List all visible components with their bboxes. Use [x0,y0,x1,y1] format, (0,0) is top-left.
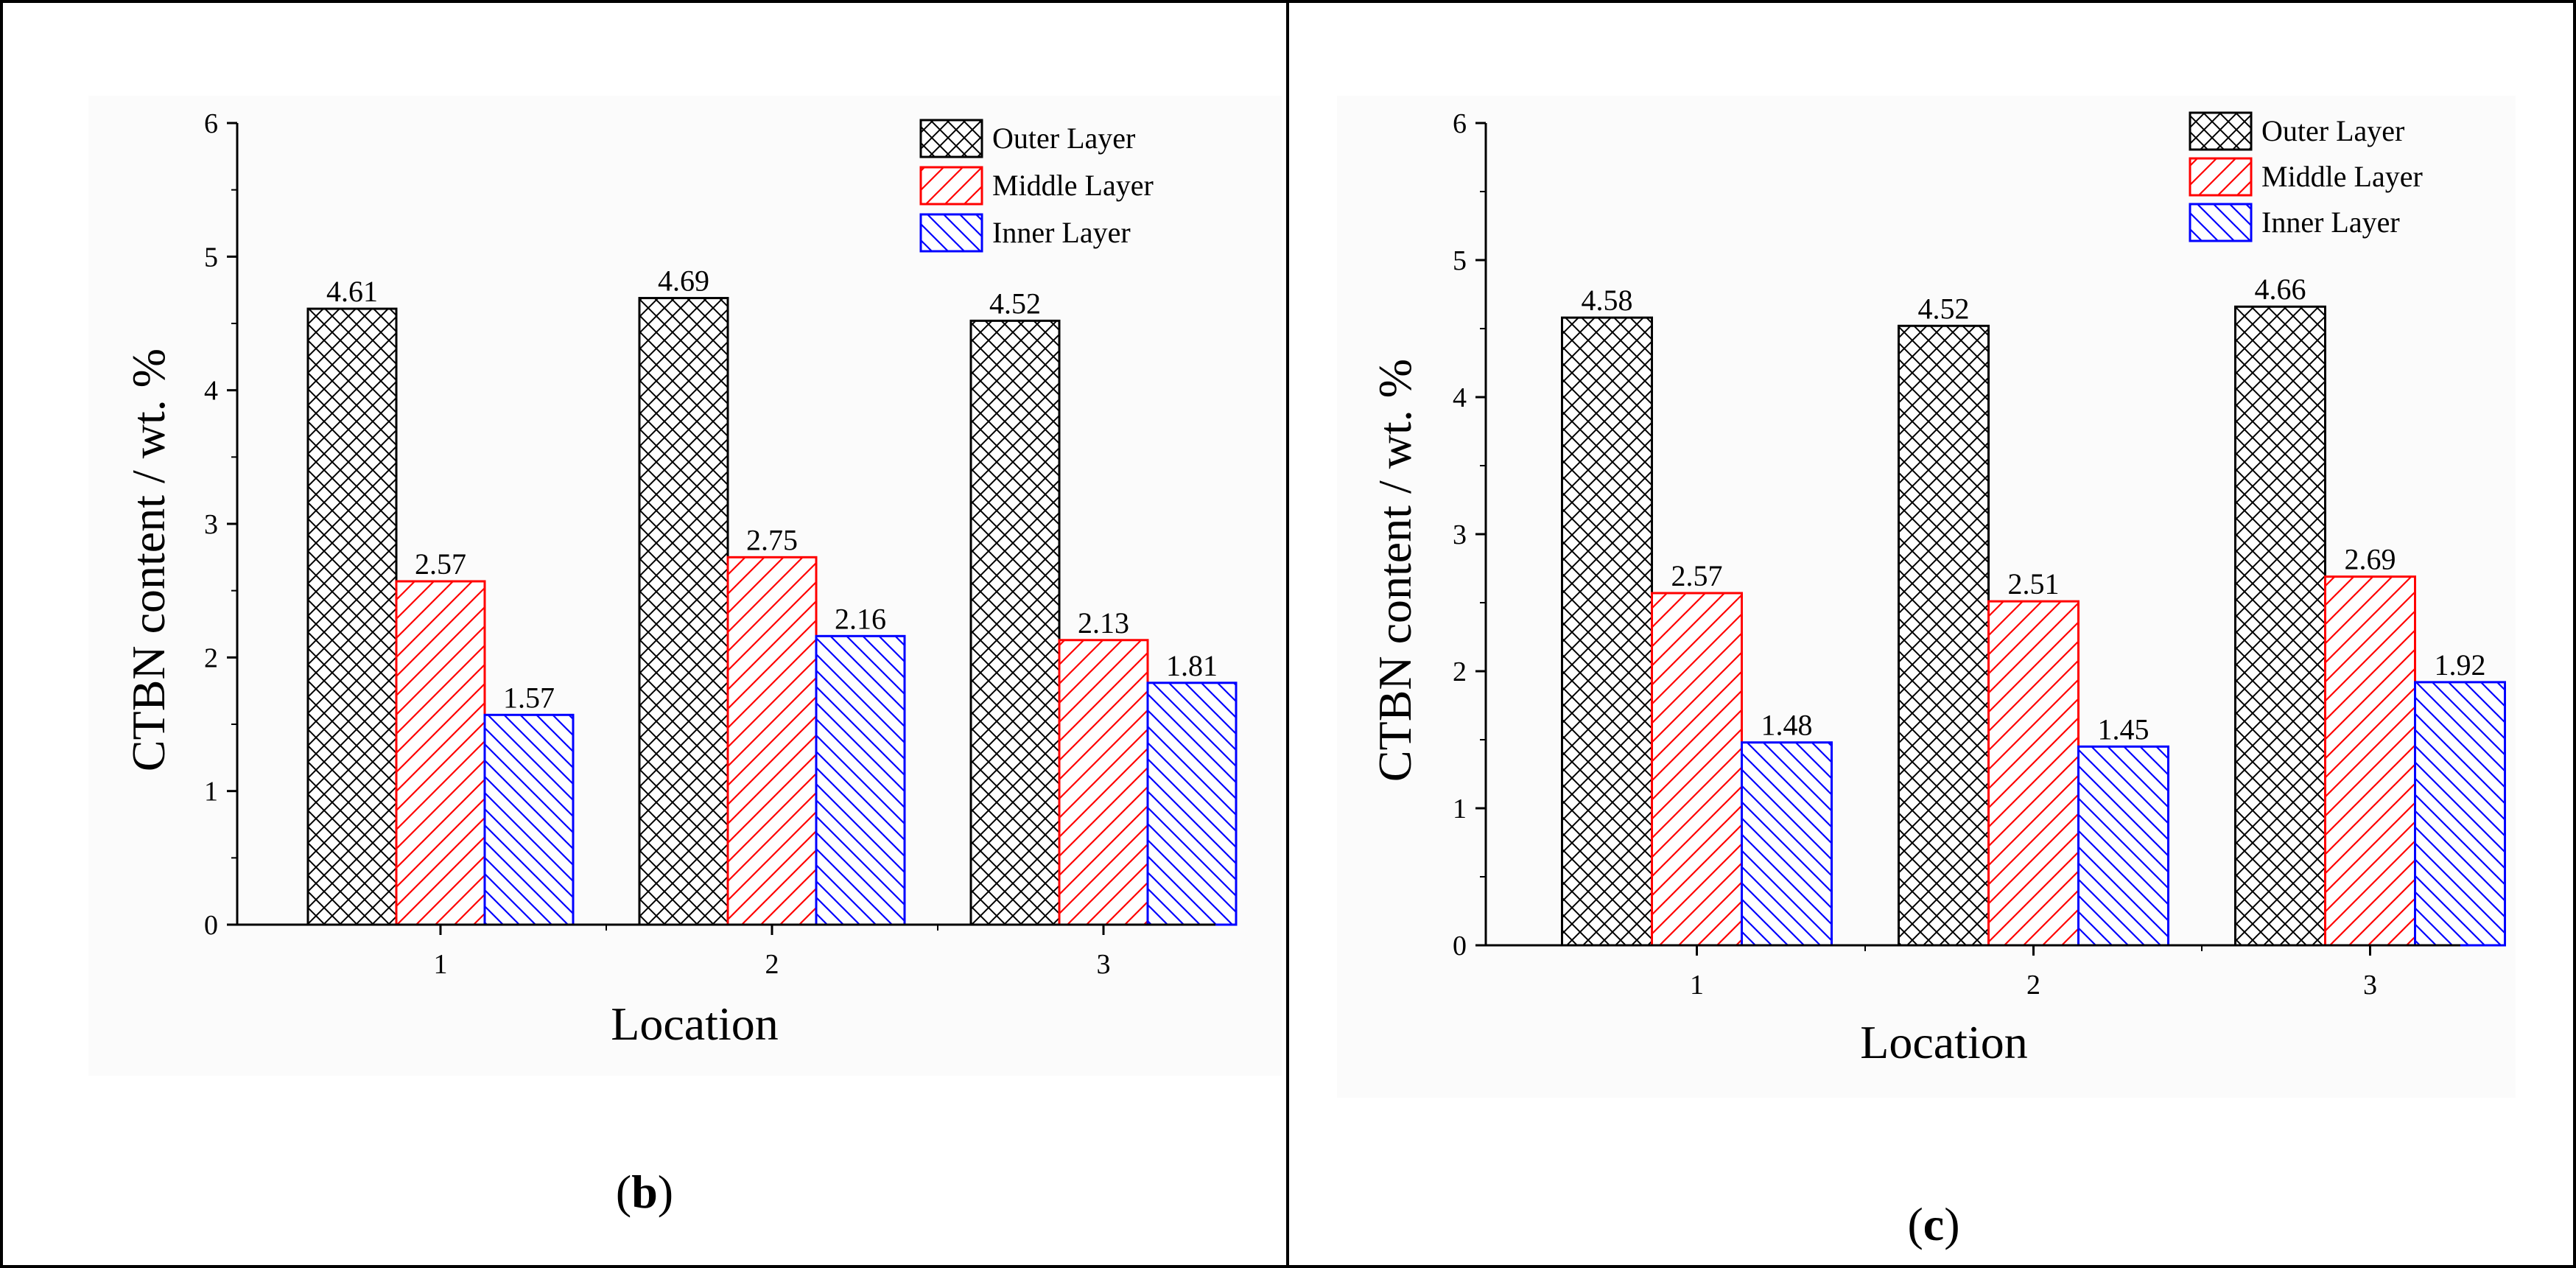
legend-swatch [919,119,983,158]
data-label: 2.75 [746,523,798,556]
legend-swatch [2189,203,2253,242]
legend-label: Middle Layer [992,169,1154,202]
data-label: 1.57 [503,681,555,714]
legend: Outer Layer Middle Layer Inner Layer [2189,111,2423,242]
legend-item-middle: Middle Layer [2189,157,2423,197]
x-tick-label: 1 [434,949,448,980]
data-label: 2.69 [2345,543,2396,576]
legend-item-inner: Inner Layer [919,213,1131,253]
x-tick-label: 3 [2363,970,2377,1001]
data-label: 1.92 [2435,648,2486,682]
legend: Outer Layer Middle Layer Inner Layer [919,119,1154,253]
legend-label: Inner Layer [2261,206,2400,239]
panel-label: (b) [616,1166,673,1218]
y-axis-ticks: 0 1 2 3 4 5 6 [1453,108,1486,961]
bar-inner-loc-1 [483,713,575,926]
data-label: 2.51 [2008,567,2060,600]
y-tick-label: 3 [204,509,218,540]
x-tick-label: 2 [765,949,779,980]
y-tick-label: 0 [204,910,218,941]
bar-middle-loc-2 [726,556,818,926]
legend-item-outer: Outer Layer [919,119,1135,158]
y-tick-label: 2 [1453,656,1467,687]
data-label: 4.69 [658,265,709,298]
bar-outer-loc-3 [2234,305,2326,947]
y-tick-label: 3 [1453,519,1467,550]
y-axis-title: CTBN content / wt. % [1369,359,1421,782]
x-axis-title: Location [1860,1016,2027,1068]
bar-inner-loc-1 [1741,741,1833,947]
y-tick-label: 5 [1453,245,1467,276]
data-labels: 4.58 2.57 1.48 4.52 2.51 1.45 4.66 2.69 1.92 [1582,273,2486,746]
y-tick-label: 2 [204,642,218,673]
chart-panel-b: 0 1 2 3 4 5 6 4.61 2.57 1.57 4.69 2.75 2.16 4.52 2.13… [88,96,1282,1218]
chart-panel-c: 0 1 2 3 4 5 6 4.58 2.57 1.48 4.52 2.51 1.45 4.66 2.69… [1337,96,2516,1250]
legend-swatch [919,213,983,253]
x-axis-ticks: 1 2 3 [1690,945,2377,1001]
x-tick-label: 2 [2026,970,2040,1001]
bar-inner-loc-2 [815,634,906,926]
legend-item-inner: Inner Layer [2189,203,2400,242]
data-label: 1.48 [1761,709,1813,742]
legend-swatch [919,166,983,206]
data-label: 4.52 [989,287,1041,320]
y-tick-label: 0 [1453,931,1467,961]
data-labels: 4.61 2.57 1.57 4.69 2.75 2.16 4.52 2.13 1.81 [326,265,1218,715]
legend-label: Middle Layer [2261,160,2423,193]
legend-label: Inner Layer [992,216,1131,249]
bar-middle-loc-3 [1058,639,1149,926]
bar-outer-loc-1 [306,307,398,926]
x-axis-title: Location [611,998,778,1050]
data-label: 2.16 [835,602,886,635]
bar-middle-loc-1 [395,580,486,926]
x-tick-label: 1 [1690,970,1704,1001]
bar-middle-loc-1 [1651,592,1743,947]
legend-swatch [2189,157,2253,197]
legend-label: Outer Layer [2261,114,2404,147]
bar-outer-loc-3 [969,319,1061,926]
y-tick-label: 5 [204,242,218,273]
data-label: 4.61 [326,275,378,308]
bar-outer-loc-2 [638,297,729,926]
y-tick-label: 6 [204,108,218,139]
legend-swatch [2189,111,2253,151]
legend-item-outer: Outer Layer [2189,111,2404,151]
bar-middle-loc-2 [1987,600,2080,947]
bar-middle-loc-3 [2324,575,2416,947]
y-tick-label: 1 [204,777,218,808]
data-label: 2.13 [1078,606,1129,640]
legend-label: Outer Layer [992,122,1135,155]
y-tick-label: 6 [1453,108,1467,139]
bar-outer-loc-2 [1898,324,1990,947]
data-label: 2.57 [415,547,466,581]
legend-item-middle: Middle Layer [919,166,1154,206]
data-label: 2.57 [1671,559,1723,592]
bar-outer-loc-1 [1561,316,1653,947]
data-label: 1.81 [1166,649,1218,682]
y-tick-label: 1 [1453,794,1467,824]
y-tick-label: 4 [1453,382,1467,413]
data-label: 1.45 [2098,712,2149,746]
x-axis-ticks: 1 2 3 [434,925,1111,980]
bar-inner-loc-3 [2414,681,2506,947]
data-label: 4.58 [1582,284,1633,317]
x-tick-label: 3 [1097,949,1111,980]
y-axis-title: CTBN content / wt. % [122,348,175,771]
panel-label: (c) [1907,1198,1959,1250]
bar-inner-loc-2 [2077,745,2169,947]
bar-inner-loc-3 [1146,682,1238,926]
data-label: 4.52 [1918,292,1970,325]
data-label: 4.66 [2255,273,2306,306]
y-tick-label: 4 [204,376,218,407]
